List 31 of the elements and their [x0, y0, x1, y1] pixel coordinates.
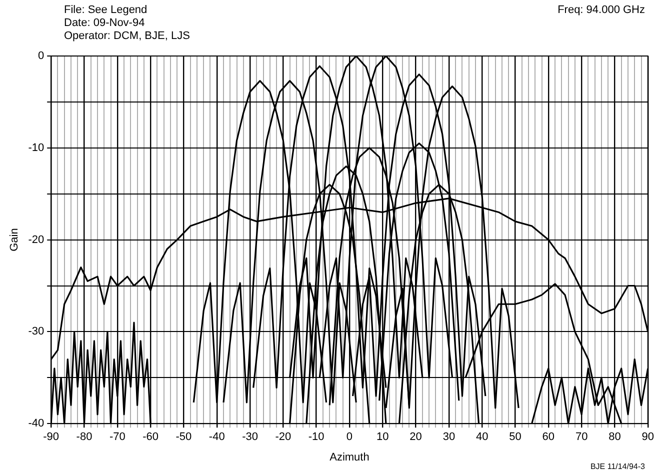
x-axis-title: Azimuth — [330, 451, 370, 464]
x-tick-label: 80 — [608, 431, 621, 444]
x-tick-label: 70 — [575, 431, 588, 444]
y-tick-label: -30 — [28, 326, 44, 338]
x-tick-label: 0 — [346, 431, 353, 444]
x-tick-label: 20 — [410, 431, 422, 444]
x-tick-label: 40 — [476, 431, 488, 444]
text: File: See Legend — [64, 4, 148, 17]
x-tick-label: -90 — [43, 431, 60, 444]
text: BJE 11/14/94-3 — [590, 461, 645, 473]
x-tick-label: 60 — [542, 431, 555, 444]
y-tick-label: 0 — [38, 50, 44, 62]
x-tick-label: 10 — [376, 431, 389, 444]
text: Freq: 94.000 GHz — [558, 4, 645, 17]
y-tick-label: -10 — [28, 142, 44, 154]
x-tick-label: -20 — [275, 431, 292, 444]
x-tick-label: -30 — [242, 431, 258, 444]
x-tick-label: 30 — [442, 431, 456, 444]
text: Date: 09-Nov-94 — [64, 17, 145, 30]
y-axis-title: Gain — [8, 228, 21, 252]
x-tick-label: -80 — [76, 431, 92, 444]
x-tick-label: -60 — [142, 431, 159, 444]
x-tick-label: -70 — [109, 431, 126, 444]
x-tick-label: -40 — [208, 431, 225, 444]
x-tick-label: -10 — [308, 431, 324, 444]
y-tick-label: -20 — [28, 234, 44, 246]
text: Operator: DCM, BJE, LJS — [64, 30, 190, 43]
x-tick-label: 50 — [509, 431, 522, 444]
y-tick-label: -40 — [28, 418, 44, 430]
x-tick-label: 90 — [642, 431, 654, 444]
x-tick-label: -50 — [176, 431, 192, 444]
